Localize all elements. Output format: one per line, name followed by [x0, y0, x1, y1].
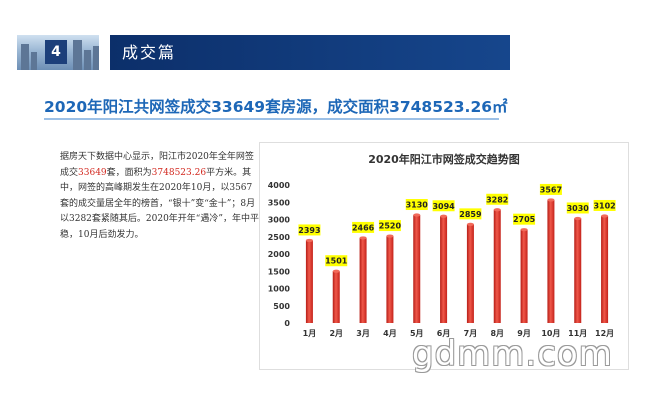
- y-tick-label: 500: [273, 302, 290, 311]
- y-tick-label: 0: [284, 319, 290, 328]
- bar-top: [305, 238, 313, 243]
- bar-top: [386, 234, 394, 238]
- headline-underline: [44, 118, 499, 120]
- x-tick-label: 4月: [383, 329, 397, 338]
- bar-top: [520, 228, 528, 232]
- bar: [547, 199, 555, 323]
- y-tick-label: 3500: [268, 198, 291, 207]
- bar: [332, 271, 340, 323]
- data-label-background: [486, 193, 509, 205]
- section-header: 4 成交篇: [17, 35, 510, 70]
- watermark-text: gdmm.com: [412, 334, 613, 374]
- x-tick-label: 12月: [595, 329, 614, 338]
- x-tick-label: 2月: [329, 329, 343, 338]
- data-label: 2393: [298, 226, 320, 235]
- y-tick-label: 1500: [268, 267, 291, 276]
- data-label: 2705: [513, 215, 536, 224]
- bar-top: [440, 214, 448, 218]
- data-label-background: [432, 200, 455, 212]
- y-tick-label: 2500: [268, 233, 291, 242]
- section-title: 成交篇: [122, 43, 177, 62]
- x-tick-label: 6月: [437, 329, 451, 338]
- paragraph-text-1: 据房天下数据中心显示，阳江市2020年全年网签成交: [60, 152, 254, 178]
- bar-top: [493, 208, 501, 212]
- paragraph-text-3: 平方米。其中，网签的高峰期发生在2020年10月，以3567套的成交量居全年的榜…: [60, 167, 260, 240]
- data-label-background: [459, 208, 482, 220]
- area-highlight: 3748523.26: [151, 167, 207, 178]
- data-label: 3102: [593, 201, 615, 210]
- x-tick-label: 10月: [541, 329, 560, 338]
- y-tick-label: 4000: [268, 181, 291, 190]
- bar: [386, 236, 394, 323]
- data-label-background: [593, 199, 616, 211]
- data-label: 2520: [379, 222, 402, 231]
- x-tick-label: 9月: [517, 329, 531, 338]
- bar-chart: 0 500 1000 1500 2000 2500 3000 3500 4000 2393 1月 15…: [268, 181, 616, 338]
- bar-top: [359, 236, 367, 240]
- data-label-background: [325, 255, 348, 267]
- bar-top: [547, 198, 555, 202]
- data-label-background: [513, 213, 536, 225]
- summary-paragraph: 据房天下数据中心显示，阳江市2020年全年网签成交33649套，面积为37485…: [60, 150, 260, 243]
- data-label: 3094: [432, 202, 455, 211]
- section-title-bar: 成交篇: [110, 35, 510, 70]
- bar-top: [466, 222, 474, 226]
- x-tick-label: 1月: [303, 329, 317, 338]
- data-label: 3130: [406, 201, 429, 210]
- bar: [520, 229, 528, 323]
- data-label-background: [298, 224, 321, 236]
- data-label-background: [539, 183, 562, 195]
- paragraph-text-2: 套，面积为: [106, 167, 152, 178]
- section-number: 4: [45, 40, 67, 64]
- data-label-background: [405, 199, 428, 211]
- bar: [359, 237, 367, 323]
- y-tick-label: 1000: [268, 285, 291, 294]
- y-tick-label: 3000: [268, 216, 291, 225]
- bar-top: [413, 213, 421, 217]
- data-label: 3282: [486, 195, 508, 204]
- y-tick-label: 2000: [268, 250, 291, 259]
- x-tick-label: 5月: [410, 329, 424, 338]
- chart-title: 2020年阳江市网签成交趋势图: [368, 153, 520, 166]
- data-label: 3030: [567, 204, 590, 213]
- bar: [493, 209, 501, 323]
- units-highlight: 33649: [78, 167, 107, 178]
- bar: [305, 240, 313, 323]
- chart-panel: 2020年阳江市网签成交趋势图 0 500 1000 1500 2000 2500 3000…: [259, 142, 629, 370]
- bar: [601, 215, 609, 323]
- data-label-background: [378, 220, 401, 232]
- x-tick-label: 11月: [568, 329, 587, 338]
- data-label: 2466: [352, 223, 375, 232]
- data-label-background: [566, 202, 589, 214]
- x-tick-label: 7月: [464, 329, 478, 338]
- bar-top: [332, 269, 340, 273]
- data-label: 1501: [325, 257, 348, 266]
- bar-top: [601, 214, 609, 218]
- headline: 2020年阳江共网签成交33649套房源，成交面积3748523.26㎡: [44, 98, 508, 116]
- data-label: 2859: [459, 210, 482, 219]
- bar: [574, 218, 582, 323]
- bar: [413, 215, 421, 323]
- bar-top: [574, 216, 582, 221]
- data-label-background: [352, 221, 375, 233]
- x-tick-label: 3月: [356, 329, 370, 338]
- bar: [440, 216, 448, 323]
- x-tick-label: 8月: [490, 329, 504, 338]
- bar: [466, 224, 474, 323]
- data-label: 3567: [540, 185, 562, 194]
